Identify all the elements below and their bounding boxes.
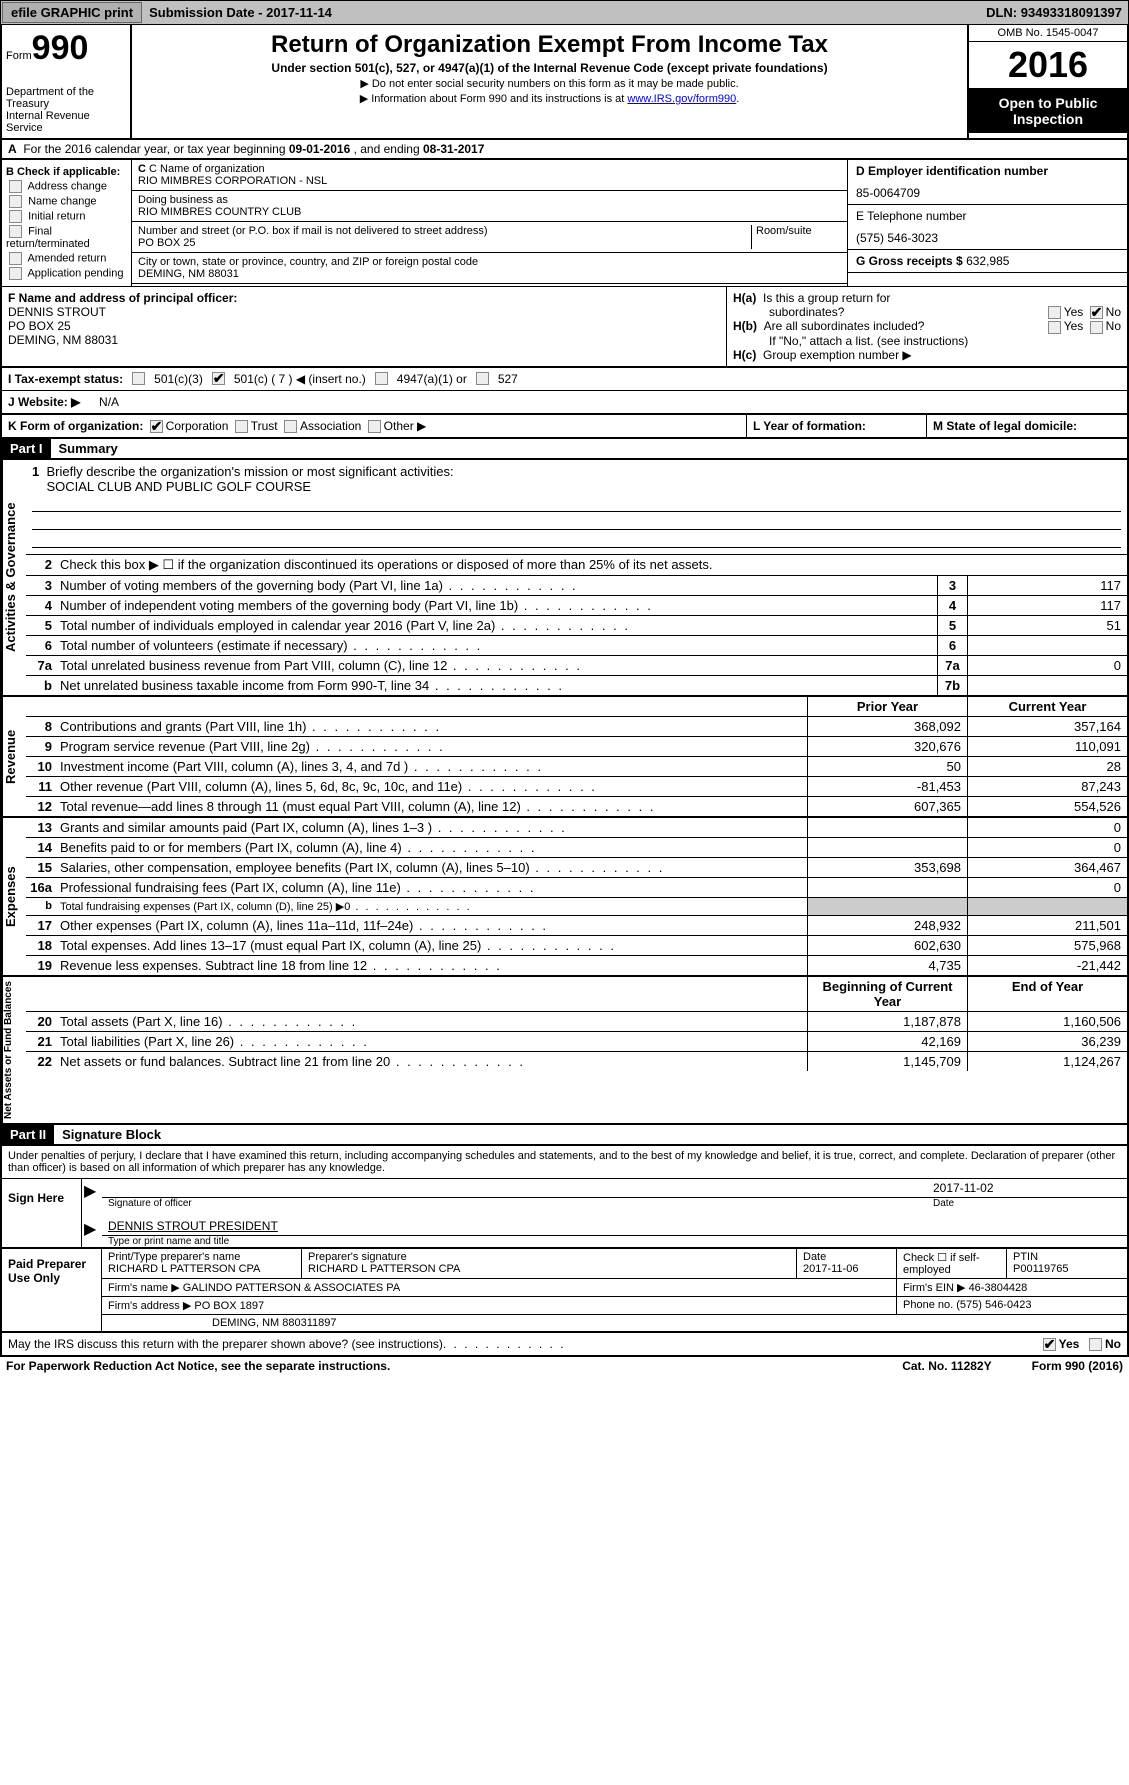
part1-header: Part I Summary	[0, 439, 1129, 460]
irs-link[interactable]: www.IRS.gov/form990	[627, 93, 736, 105]
omb-number: OMB No. 1545-0047	[969, 25, 1127, 42]
col-b-checkboxes: B Check if applicable: Address change Na…	[2, 160, 132, 286]
topbar: efile GRAPHIC print Submission Date - 20…	[0, 0, 1129, 25]
discuss-yes[interactable]	[1043, 1338, 1056, 1351]
col-d-ein: D Employer identification number85-00647…	[847, 160, 1127, 286]
efile-btn[interactable]: efile GRAPHIC print	[2, 2, 142, 23]
hb-yes[interactable]	[1048, 321, 1061, 334]
tab-netassets: Net Assets or Fund Balances	[2, 977, 26, 1123]
ha-yes[interactable]	[1048, 306, 1061, 319]
hb-no[interactable]	[1090, 321, 1103, 334]
ha-no[interactable]	[1090, 306, 1103, 319]
signature-block: Under penalties of perjury, I declare th…	[0, 1146, 1129, 1249]
section-f-officer: F Name and address of principal officer:…	[2, 287, 727, 366]
section-h: H(a) Is this a group return for subordin…	[727, 287, 1127, 366]
row-j-website: J Website: ▶ N/A	[0, 391, 1129, 415]
check-name-change[interactable]	[9, 195, 22, 208]
check-527[interactable]	[476, 372, 489, 385]
check-501c3[interactable]	[132, 372, 145, 385]
check-amended[interactable]	[9, 252, 22, 265]
tax-year: 2016	[969, 42, 1127, 89]
row-k: K Form of organization: Corporation Trus…	[0, 415, 1129, 439]
check-4947[interactable]	[375, 372, 388, 385]
dln: DLN: 93493318091397	[980, 3, 1128, 22]
check-app-pending[interactable]	[9, 267, 22, 280]
check-trust[interactable]	[235, 420, 248, 433]
col-c-org-info: C C Name of organizationRIO MIMBRES CORP…	[132, 160, 847, 286]
tab-revenue: Revenue	[2, 697, 26, 816]
submission-label: Submission Date - 2017-11-14	[143, 3, 338, 22]
check-initial-return[interactable]	[9, 210, 22, 223]
row-a: A For the 2016 calendar year, or tax yea…	[0, 140, 1129, 160]
row-i-tax-status: I Tax-exempt status: 501(c)(3) 501(c) ( …	[0, 368, 1129, 391]
part2-header: Part II Signature Block	[0, 1125, 1129, 1146]
check-corp[interactable]	[150, 420, 163, 433]
tab-expenses: Expenses	[2, 818, 26, 975]
form-header: Form990 Department of the Treasury Inter…	[0, 25, 1129, 140]
tab-governance: Activities & Governance	[2, 460, 26, 695]
paid-preparer: Paid Preparer Use Only Print/Type prepar…	[0, 1249, 1129, 1333]
check-assoc[interactable]	[284, 420, 297, 433]
check-other[interactable]	[368, 420, 381, 433]
open-inspection: Open to Public Inspection	[969, 89, 1127, 133]
check-final-return[interactable]	[9, 225, 22, 238]
footer: For Paperwork Reduction Act Notice, see …	[0, 1357, 1129, 1375]
check-address-change[interactable]	[9, 180, 22, 193]
form-title: Return of Organization Exempt From Incom…	[138, 31, 961, 59]
discuss-row: May the IRS discuss this return with the…	[0, 1333, 1129, 1357]
check-501c[interactable]	[212, 372, 225, 385]
discuss-no[interactable]	[1089, 1338, 1102, 1351]
